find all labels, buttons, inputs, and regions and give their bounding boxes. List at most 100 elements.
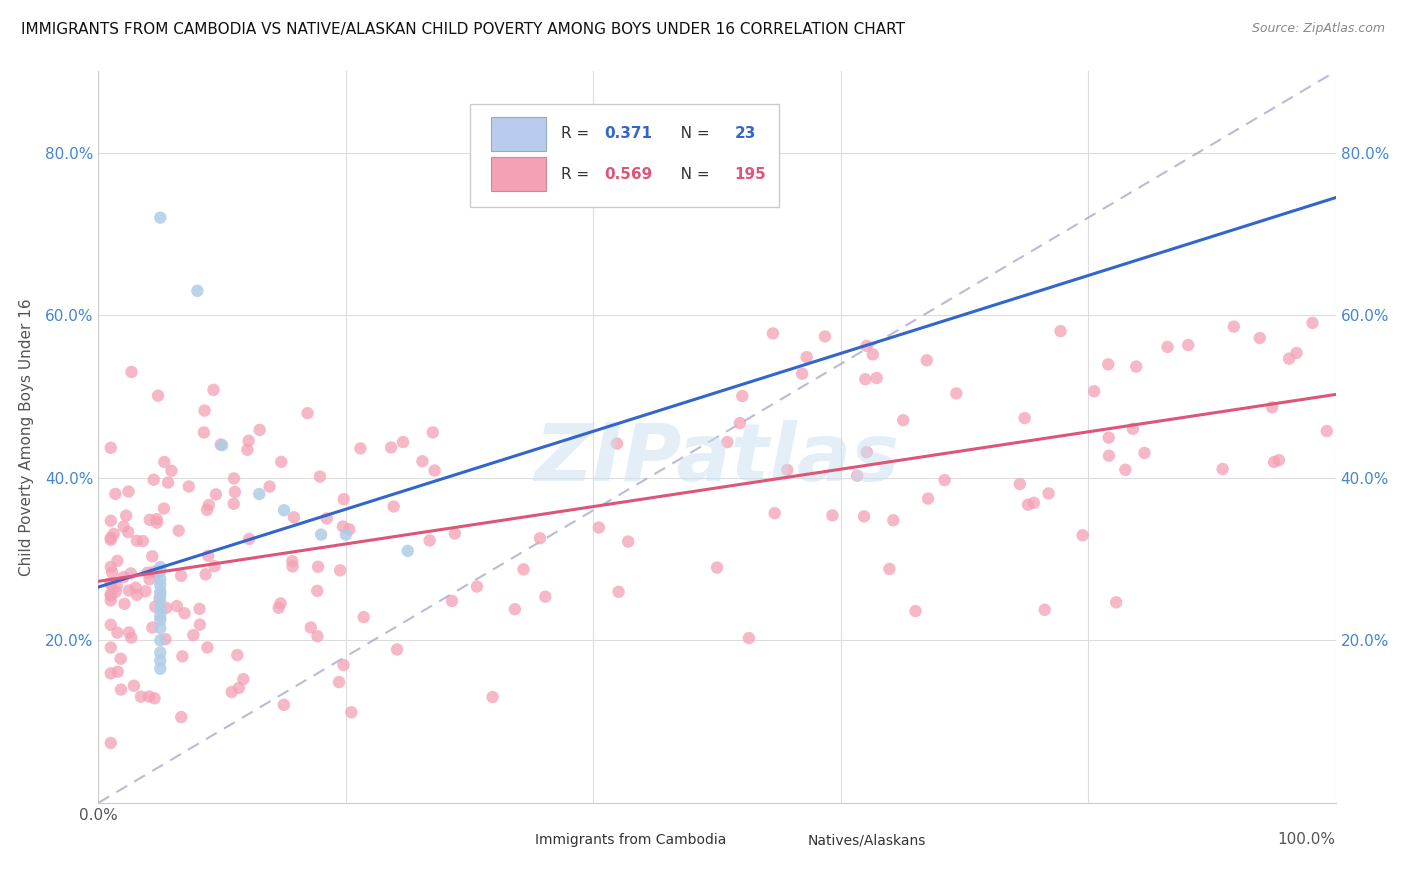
- Point: [1177, 338, 1199, 352]
- Point: [315, 511, 337, 525]
- Point: [588, 520, 610, 534]
- Point: [1098, 449, 1121, 463]
- Point: [337, 522, 360, 536]
- Text: Immigrants from Cambodia: Immigrants from Cambodia: [536, 833, 727, 847]
- Point: [132, 534, 155, 549]
- Point: [170, 569, 193, 583]
- Point: [465, 580, 488, 594]
- Point: [118, 583, 141, 598]
- Point: [1105, 595, 1128, 609]
- Text: 195: 195: [734, 167, 766, 182]
- Point: [100, 736, 122, 750]
- Point: [149, 654, 172, 668]
- Point: [222, 497, 245, 511]
- FancyBboxPatch shape: [491, 117, 547, 151]
- Point: [853, 372, 876, 386]
- Point: [143, 599, 166, 614]
- Point: [270, 455, 292, 469]
- Point: [149, 621, 172, 635]
- Point: [100, 587, 122, 601]
- Point: [125, 533, 148, 548]
- Point: [335, 527, 357, 541]
- Point: [125, 588, 148, 602]
- Point: [172, 649, 194, 664]
- Point: [120, 631, 142, 645]
- Point: [814, 329, 837, 343]
- Text: 0.371: 0.371: [605, 127, 652, 142]
- Text: ZIPatlas: ZIPatlas: [534, 420, 900, 498]
- Point: [307, 559, 329, 574]
- Point: [142, 473, 165, 487]
- Point: [385, 642, 408, 657]
- Point: [170, 710, 193, 724]
- Point: [205, 487, 228, 501]
- Point: [149, 589, 172, 603]
- Point: [100, 441, 122, 455]
- Point: [1083, 384, 1105, 399]
- Point: [125, 581, 148, 595]
- Point: [1263, 455, 1285, 469]
- Point: [297, 406, 319, 420]
- Point: [380, 441, 402, 455]
- Point: [103, 527, 125, 541]
- FancyBboxPatch shape: [470, 104, 779, 207]
- Point: [249, 423, 271, 437]
- Point: [100, 577, 122, 591]
- Point: [855, 339, 877, 353]
- Point: [186, 284, 208, 298]
- Point: [328, 675, 350, 690]
- Point: [149, 564, 172, 578]
- Point: [121, 365, 143, 379]
- Point: [142, 565, 165, 579]
- Point: [224, 484, 246, 499]
- Point: [148, 591, 170, 606]
- Point: [945, 386, 967, 401]
- Point: [118, 625, 141, 640]
- Point: [100, 533, 122, 547]
- Text: IMMIGRANTS FROM CAMBODIA VS NATIVE/ALASKAN CHILD POVERTY AMONG BOYS UNDER 16 COR: IMMIGRANTS FROM CAMBODIA VS NATIVE/ALASK…: [21, 22, 905, 37]
- Point: [731, 389, 754, 403]
- Point: [1285, 346, 1308, 360]
- Point: [149, 572, 172, 586]
- Point: [349, 442, 371, 456]
- Point: [193, 425, 215, 440]
- Point: [392, 435, 415, 450]
- Point: [1156, 340, 1178, 354]
- Point: [1033, 603, 1056, 617]
- Point: [100, 589, 122, 603]
- Point: [1133, 446, 1156, 460]
- Point: [270, 596, 292, 610]
- Text: 23: 23: [734, 127, 756, 142]
- Point: [763, 506, 786, 520]
- Point: [112, 519, 135, 533]
- Point: [396, 544, 419, 558]
- Point: [105, 554, 128, 568]
- Point: [153, 501, 176, 516]
- Point: [100, 593, 122, 607]
- Point: [198, 498, 221, 512]
- Point: [138, 513, 160, 527]
- Point: [146, 512, 169, 526]
- FancyBboxPatch shape: [491, 157, 547, 191]
- Point: [211, 438, 233, 452]
- Point: [100, 617, 122, 632]
- Y-axis label: Child Poverty Among Boys Under 16: Child Poverty Among Boys Under 16: [18, 298, 34, 576]
- Point: [100, 576, 122, 591]
- Point: [443, 526, 465, 541]
- Point: [204, 559, 226, 574]
- Point: [104, 584, 127, 599]
- Point: [149, 613, 172, 627]
- Point: [1017, 498, 1039, 512]
- Point: [197, 640, 219, 655]
- FancyBboxPatch shape: [748, 826, 797, 854]
- Point: [100, 514, 122, 528]
- Point: [149, 584, 172, 599]
- Point: [141, 549, 163, 564]
- Point: [915, 353, 938, 368]
- Point: [1122, 422, 1144, 436]
- Point: [149, 211, 172, 225]
- Point: [177, 479, 200, 493]
- Point: [100, 640, 122, 655]
- Point: [107, 665, 129, 679]
- Point: [329, 563, 352, 577]
